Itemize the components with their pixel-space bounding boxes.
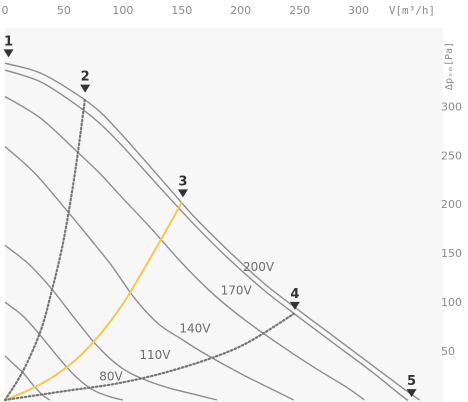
series-line [3,312,295,402]
series-line [4,69,409,401]
x-axis-ticks: 0 50 100 150 200 250 300 [2,4,370,17]
operating-point-label: 5 [407,374,416,389]
x-tick-label: 50 [57,4,71,17]
operating-point-label: 1 [4,34,13,49]
operating-point-label: 4 [290,287,299,302]
curve-label: 170V [221,283,253,297]
operating-point-arrow [177,189,188,198]
series-line [4,145,295,401]
operating-point-marker: 5 [406,374,417,398]
system-curve-line [4,201,183,401]
y-tick-label: 50 [441,345,455,358]
operating-points: 1 2 3 4 5 [3,34,417,398]
x-tick-label: 100 [112,4,133,17]
y-tick-label: 200 [441,198,462,211]
curve-labels: 200V 170V 140V 110V 80V [99,260,275,384]
x-tick-label: 200 [230,4,251,17]
operating-point-marker: 4 [289,287,300,310]
x-tick-label: 300 [348,4,369,17]
operating-point-label: 2 [81,70,90,85]
y-tick-label: 100 [441,296,462,309]
operating-point-marker: 3 [177,174,188,198]
curve-label: 110V [139,348,171,362]
operating-point-marker: 1 [3,34,14,58]
y-tick-label: 150 [441,247,462,260]
operating-point-arrow [80,84,91,93]
series-layer [3,62,421,402]
series-line [4,95,365,401]
y-tick-label: 300 [441,100,462,113]
series-line [4,355,51,401]
y-axis-ticks: 50 100 150 200 250 300 [441,100,462,358]
x-axis-unit-label: V[m³/h] [389,4,435,17]
plot-area [5,28,443,402]
curve-label: 140V [179,321,211,335]
x-tick-label: 150 [171,4,192,17]
x-tick-label: 0 [2,4,9,17]
x-tick-label: 250 [289,4,310,17]
operating-point-arrow [406,389,417,398]
series-line [4,62,421,401]
series-line [3,96,87,402]
operating-point-arrow [289,301,300,310]
curve-label: 80V [99,369,123,383]
operating-point-marker: 2 [80,70,91,93]
y-axis-unit-label: Δpₛₘ[Pa] [444,42,455,90]
series-line [4,244,218,401]
operating-point-label: 3 [178,174,187,189]
curve-label: 200V [243,260,275,274]
operating-point-arrow [3,49,14,58]
y-tick-label: 250 [441,149,462,162]
